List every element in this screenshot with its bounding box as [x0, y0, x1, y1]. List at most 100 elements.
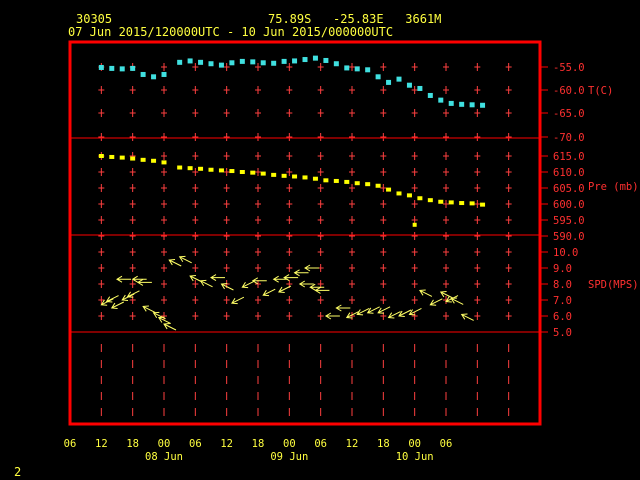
grid-plus [129, 264, 136, 272]
grid-plus [505, 63, 512, 71]
pressure-point [218, 168, 224, 173]
grid-plus [192, 248, 199, 256]
grid-plus [411, 184, 418, 192]
temperature-point [344, 65, 350, 71]
grid-plus [98, 216, 105, 224]
grid-plus [380, 200, 387, 208]
grid-plus [349, 109, 355, 117]
wind-arrow [105, 295, 119, 303]
grid-plus [474, 280, 481, 288]
wind-arrow [110, 301, 125, 309]
grid-plus [223, 264, 230, 272]
grid-plus [161, 248, 167, 256]
grid-plus [474, 168, 481, 176]
grid-plus [317, 248, 324, 256]
wind-arrow [272, 275, 288, 283]
wind-arrow [199, 279, 213, 288]
pressure-point [480, 202, 486, 207]
grid-plus [349, 152, 355, 160]
x-tick-label: 18 [377, 438, 390, 450]
grid-plus [223, 168, 230, 176]
pressure-point [459, 201, 465, 206]
temperature-point [459, 101, 465, 107]
grid-plus [161, 216, 167, 224]
wind-arrow [324, 312, 340, 320]
grid-plus [98, 248, 105, 256]
grid-plus [411, 109, 418, 117]
grid-plus [443, 109, 449, 117]
wind-arrow [278, 285, 292, 293]
grid-plus [129, 200, 136, 208]
grid-plus [255, 63, 261, 71]
wind-arrow [168, 259, 182, 267]
temperature-point [448, 100, 454, 106]
grid-plus [380, 63, 387, 71]
temperature-point [312, 55, 318, 61]
grid-plus [474, 216, 481, 224]
grid-plus [443, 264, 449, 272]
time-period: 07 Jun 2015/120000UTC - 10 Jun 2015/0000… [68, 25, 394, 39]
grid-plus [161, 63, 167, 71]
wind-arrow [241, 280, 255, 289]
temperature-point [354, 66, 360, 72]
temperature-point [260, 60, 266, 66]
grid-plus [129, 216, 136, 224]
grid-plus [286, 109, 293, 117]
grid-plus [505, 133, 512, 141]
grid-plus [192, 168, 199, 176]
grid-plus [255, 184, 261, 192]
wind-arrow [116, 275, 131, 283]
wind-arrow [262, 288, 276, 297]
grid-plus [223, 312, 230, 320]
grid-plus [349, 168, 355, 176]
grid-plus [317, 184, 324, 192]
grid-plus [411, 133, 418, 141]
pressure-point [140, 157, 146, 162]
grid-plus [474, 264, 481, 272]
grid-plus [286, 184, 293, 192]
grid-plus [474, 232, 481, 240]
grid-plus [349, 280, 355, 288]
grid-plus [255, 109, 261, 117]
grid-plus [129, 232, 136, 240]
y-tick-label: 605.0 [553, 183, 585, 195]
grid-plus [255, 86, 261, 94]
pressure-point [271, 172, 277, 177]
temperature-point [177, 59, 183, 65]
y-tick-label: 610.0 [553, 167, 585, 179]
grid-plus [411, 63, 418, 71]
pressure-point [417, 196, 423, 201]
temperature-point [480, 102, 486, 108]
grid-plus [255, 264, 261, 272]
grid-plus [317, 280, 324, 288]
grid-plus [474, 200, 481, 208]
grid-plus [192, 109, 199, 117]
grid-plus [255, 168, 261, 176]
temperature-point [109, 65, 115, 71]
grid-plus [192, 280, 199, 288]
grid-plus [317, 216, 324, 224]
temperature-point [239, 58, 245, 64]
grid-plus [349, 63, 355, 71]
x-day-label: 09 Jun [270, 451, 308, 463]
x-day-label: 08 Jun [145, 451, 183, 463]
grid-plus [474, 109, 481, 117]
grid-plus [317, 200, 324, 208]
wind-arrow [398, 309, 412, 317]
x-tick-label: 06 [64, 438, 77, 450]
y-tick-label: 6.0 [553, 311, 572, 323]
temperature-point [198, 59, 204, 65]
pressure-outlier [412, 222, 417, 227]
grid-plus [380, 133, 387, 141]
grid-plus [129, 86, 136, 94]
grid-plus [349, 264, 355, 272]
station-location: 75.89S -25.83E 3661M [268, 12, 442, 26]
grid-plus [380, 168, 387, 176]
temperature-point [119, 66, 125, 72]
y-tick-label: -55.0 [553, 62, 585, 74]
pressure-point [130, 156, 136, 161]
pressure-point [177, 165, 183, 170]
grid-plus [98, 200, 105, 208]
grid-plus [255, 216, 261, 224]
